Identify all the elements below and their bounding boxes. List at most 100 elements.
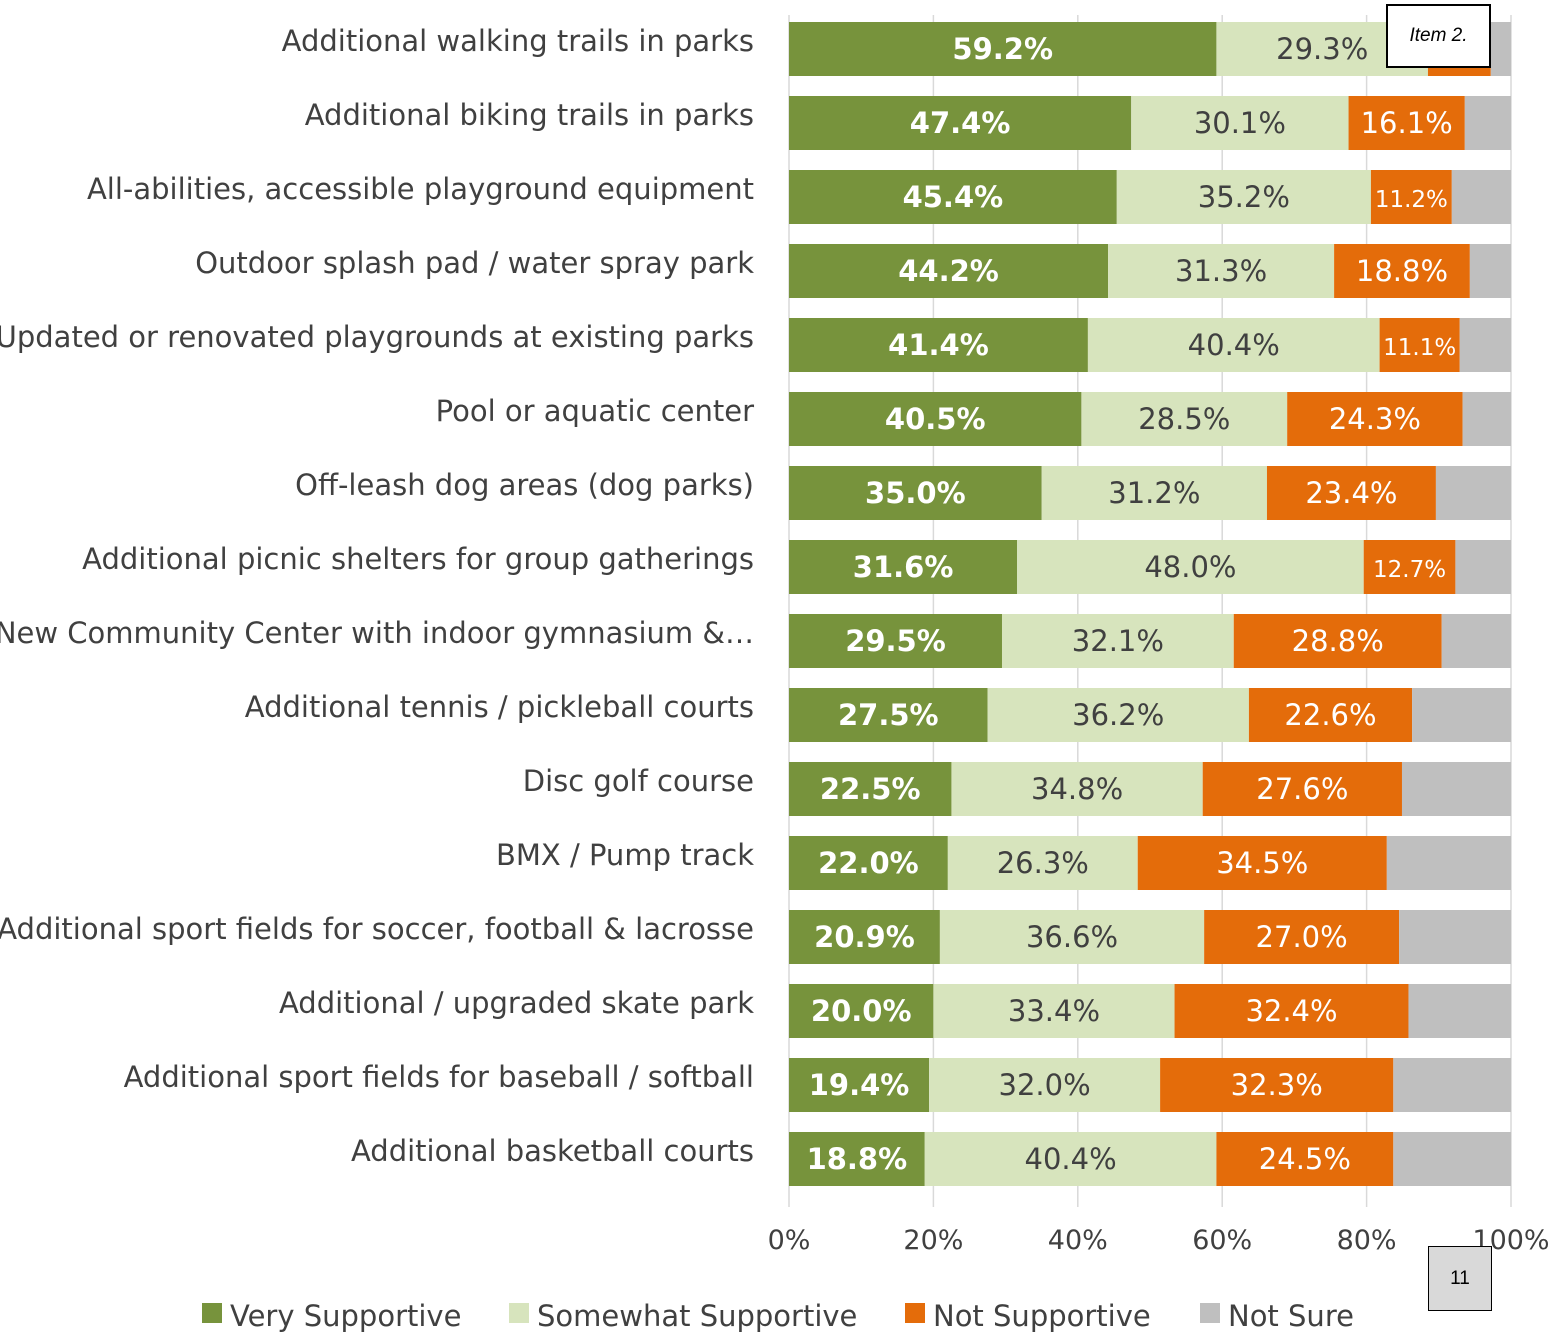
category-label: Additional basketball courts [351,1134,754,1168]
data-label: 16.1% [1361,106,1453,140]
category-label: Disc golf course [523,764,754,798]
data-label: 27.6% [1256,772,1348,806]
bar-segment [1459,318,1511,372]
data-label: 47.4% [910,106,1011,140]
category-label: Additional walking trails in parks [282,24,754,58]
item-label-box: Item 2. [1386,4,1491,68]
data-label: 26.3% [997,846,1089,880]
bar-segment [1266,466,1436,520]
category-label: Additional sport fields for soccer, foot… [0,912,754,946]
bar-segment [1412,688,1511,742]
data-label: 35.0% [865,476,966,510]
bar-segment [1087,318,1380,372]
bar-segment [1408,984,1511,1038]
legend-label: Very Supportive [230,1299,461,1332]
bar-segment [1216,1132,1394,1186]
category-label: Pool or aquatic center [436,394,754,428]
bar-segment [789,836,948,890]
bar-segment [1108,244,1335,298]
data-label: 29.5% [845,624,946,658]
data-label: 40.4% [1025,1142,1117,1176]
data-label: 27.0% [1256,920,1348,954]
bar-segment [1001,614,1234,668]
data-label: 28.5% [1138,402,1230,436]
bar-segment [789,540,1018,594]
category-label: Updated or renovated playgrounds at exis… [0,320,754,354]
data-label: 36.6% [1026,920,1118,954]
category-label: Outdoor splash pad / water spray park [195,246,754,280]
bar-segment [1348,96,1465,150]
bar-segment [1455,540,1511,594]
bar-segment [933,984,1175,1038]
data-label: 31.3% [1175,254,1267,288]
category-label: Additional picnic shelters for group gat… [82,542,754,576]
bar-segment [789,244,1109,298]
data-label: 27.5% [838,698,939,732]
legend-swatch [905,1303,925,1323]
bar-segment [1287,392,1463,446]
bar-segment [789,910,940,964]
legend-swatch [509,1303,529,1323]
bar-segment [789,762,952,816]
data-label: 22.0% [818,846,919,880]
legend-label: Not Sure [1228,1299,1354,1332]
data-label: 45.4% [903,180,1004,214]
data-label: 31.6% [853,550,954,584]
data-label: 22.6% [1284,698,1376,732]
data-label: 11.1% [1383,335,1456,361]
bar-segment [1399,910,1511,964]
data-label: 29.3% [1276,32,1368,66]
bar-segment [1202,762,1402,816]
bar-group: 59.2% 29.3% 47.4% 30.1% 16.1% 45.4% 35.2% 11.2%… [789,22,1511,1186]
data-label: 32.3% [1231,1068,1323,1102]
data-label: 32.1% [1072,624,1164,658]
bar-segment [987,688,1249,742]
bar-segment [1370,170,1452,224]
legend: Very Supportive Somewhat Supportive Not Su… [202,1299,1354,1332]
x-tick-label: 0% [768,1225,811,1256]
bar-segment [789,1132,925,1186]
data-label: 20.9% [814,920,915,954]
category-label: Additional / upgraded skate park [279,986,754,1020]
data-label: 35.2% [1198,180,1290,214]
data-label: 59.2% [952,32,1053,66]
x-axis-ticks: 0% 20% 40% 60% 80% 100% [768,1225,1550,1256]
data-label: 23.4% [1305,476,1397,510]
data-label: 44.2% [898,254,999,288]
bar-segment [924,1132,1217,1186]
bar-segment [789,318,1088,372]
x-tick-label: 20% [903,1225,963,1256]
legend-swatch [202,1303,222,1323]
bar-segment [789,466,1042,520]
data-label: 28.8% [1292,624,1384,658]
data-label: 22.5% [820,772,921,806]
data-label: 40.5% [885,402,986,436]
bar-segment [789,96,1132,150]
bar-segment [1174,984,1409,1038]
category-label: Additional sport fields for baseball / s… [124,1060,754,1094]
category-label: Additional tennis / pickleball courts [245,690,754,724]
category-label: Additional biking trails in parks [305,98,754,132]
data-label: 34.5% [1216,846,1308,880]
bar-segment [939,910,1205,964]
category-label: All-abilities, accessible playground equ… [87,172,754,206]
category-label: New Community Center with indoor gymnasi… [0,616,754,650]
bar-segment [1393,1132,1511,1186]
bar-segment [1464,96,1511,150]
legend-label: Not Supportive [933,1299,1151,1332]
data-label: 34.8% [1031,772,1123,806]
bar-segment [1462,392,1511,446]
data-label: 24.5% [1259,1142,1351,1176]
bar-segment [1233,614,1442,668]
bar-segment [1469,244,1511,298]
bar-segment [1451,170,1511,224]
bar-segment [1441,614,1511,668]
data-label: 24.3% [1329,402,1421,436]
bar-segment [929,1058,1161,1112]
category-label: BMX / Pump track [496,838,754,872]
bar-segment [789,614,1002,668]
bar-segment [1401,762,1511,816]
category-label: Off-leash dog areas (dog parks) [295,468,754,502]
bar-segment [789,688,988,742]
